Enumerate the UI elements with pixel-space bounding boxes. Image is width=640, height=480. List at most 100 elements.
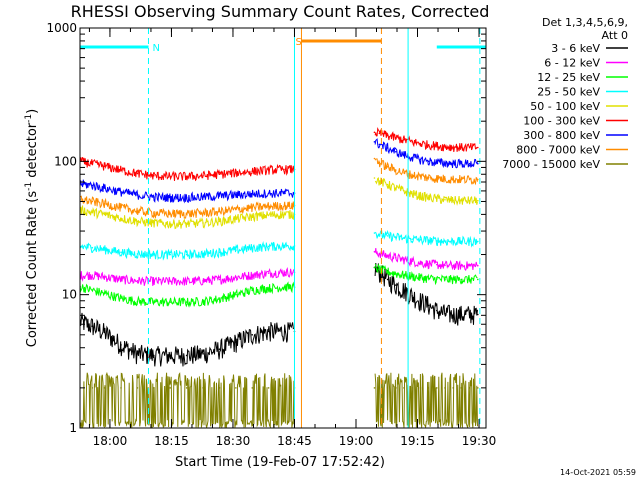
data-point	[460, 278, 463, 281]
series-trace	[374, 158, 478, 186]
legend-header-line-2: Att 0	[602, 29, 628, 42]
data-point	[452, 240, 454, 243]
data-point	[185, 196, 188, 199]
data-point	[185, 175, 188, 178]
data-point	[284, 330, 286, 333]
data-point	[411, 174, 413, 176]
data-point	[427, 304, 430, 307]
data-point	[251, 193, 254, 195]
y-tick-label: 1	[69, 421, 77, 435]
data-point	[476, 240, 479, 243]
series-trace	[80, 204, 295, 230]
data-point	[411, 156, 413, 159]
data-point	[386, 235, 389, 237]
series-trace	[80, 179, 295, 204]
data-point	[386, 387, 389, 389]
data-point	[185, 212, 188, 215]
data-point	[153, 196, 155, 198]
data-point	[103, 292, 106, 295]
series-12-25kev	[80, 263, 479, 308]
data-point	[452, 199, 454, 202]
data-point	[476, 278, 479, 281]
data-point	[444, 162, 446, 164]
data-point	[427, 176, 430, 179]
data-point	[435, 387, 438, 389]
data-point	[103, 213, 106, 216]
chart-title: RHESSI Observing Summary Count Rates, Co…	[71, 2, 490, 21]
data-point	[468, 162, 471, 165]
data-point	[120, 217, 122, 219]
data-point	[169, 175, 172, 178]
data-point	[169, 301, 172, 303]
data-point	[202, 212, 204, 214]
data-point	[394, 272, 397, 275]
data-point	[153, 354, 155, 357]
data-point	[460, 199, 463, 202]
data-point	[235, 172, 237, 174]
data-point	[435, 161, 438, 164]
data-point	[373, 266, 376, 269]
series-50-100kev	[80, 177, 479, 230]
data-point	[136, 300, 139, 303]
data-point	[218, 173, 221, 176]
data-point	[202, 280, 204, 282]
data-point	[91, 274, 94, 276]
data-point	[202, 174, 204, 177]
data-point	[386, 270, 389, 273]
data-point	[427, 160, 430, 163]
data-point	[103, 165, 106, 167]
data-point	[251, 274, 254, 276]
data-point	[378, 180, 381, 182]
series-7000-15000kev	[80, 371, 479, 428]
legend-label: 50 - 100 keV	[530, 100, 600, 113]
legend-label: 25 - 50 keV	[537, 86, 600, 99]
data-point	[218, 387, 221, 389]
data-point	[419, 238, 422, 241]
data-point	[444, 240, 446, 242]
y-tick-label: 100	[54, 154, 77, 168]
legend-label: 7000 - 15000 keV	[502, 158, 600, 171]
data-point	[169, 212, 172, 215]
data-point	[394, 387, 397, 389]
data-point	[251, 170, 254, 173]
data-point	[153, 301, 155, 303]
data-point	[460, 162, 463, 165]
data-point	[218, 195, 221, 197]
data-point	[386, 165, 389, 168]
data-point	[452, 387, 454, 389]
data-point	[411, 193, 413, 195]
data-point	[103, 387, 106, 389]
data-point	[202, 253, 204, 255]
data-point	[378, 143, 381, 146]
data-point	[267, 205, 270, 208]
data-point	[136, 253, 139, 255]
data-point	[476, 178, 479, 181]
data-point	[235, 208, 237, 211]
data-point	[267, 272, 270, 274]
data-point	[394, 257, 397, 259]
data-point	[153, 222, 155, 224]
data-point	[452, 313, 454, 316]
data-point	[427, 144, 430, 146]
series-trace	[80, 266, 295, 287]
data-point	[153, 174, 155, 177]
data-point	[419, 142, 422, 145]
data-point	[427, 196, 430, 199]
data-point	[120, 387, 122, 389]
data-point	[120, 297, 122, 300]
data-point	[452, 162, 454, 165]
data-point	[202, 387, 204, 389]
data-point	[452, 146, 454, 148]
data-point	[251, 387, 254, 389]
data-point	[386, 134, 389, 137]
data-point	[169, 196, 172, 199]
data-point	[476, 313, 479, 316]
data-point	[185, 301, 188, 303]
data-point	[419, 299, 422, 302]
data-point	[435, 309, 438, 312]
data-point	[169, 280, 172, 283]
data-point	[136, 387, 139, 389]
data-point	[460, 264, 463, 267]
data-point	[235, 293, 237, 296]
data-point	[411, 387, 413, 389]
